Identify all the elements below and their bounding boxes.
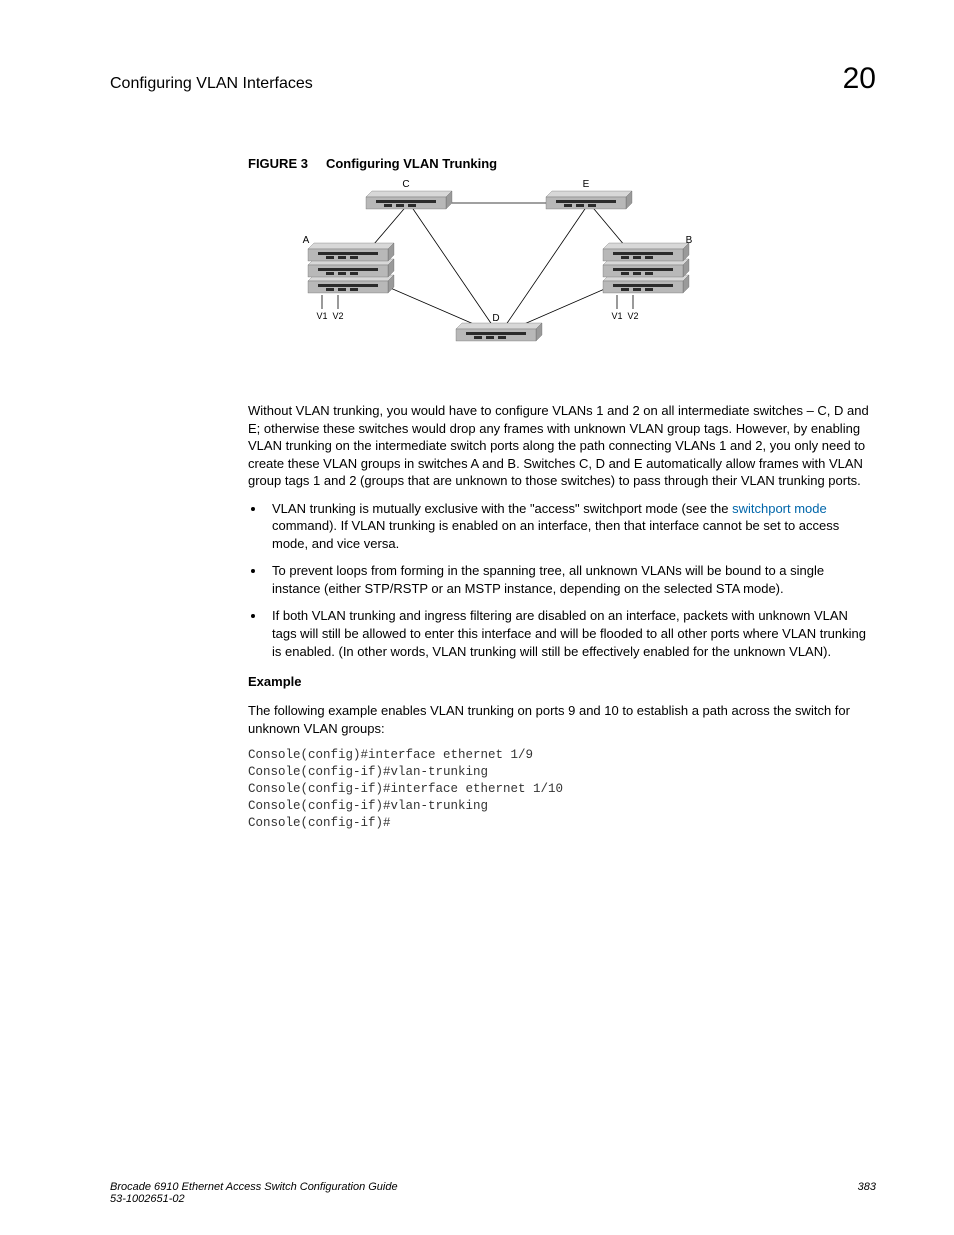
svg-text:A: A	[303, 235, 310, 246]
example-heading: Example	[248, 674, 876, 689]
switchport-mode-link[interactable]: switchport mode	[732, 501, 827, 516]
bullet-item: VLAN trunking is mutually exclusive with…	[266, 500, 876, 553]
bullet-item: If both VLAN trunking and ingress filter…	[266, 607, 876, 660]
svg-text:D: D	[492, 313, 499, 324]
svg-text:C: C	[402, 179, 409, 190]
chapter-number: 20	[843, 62, 876, 96]
svg-text:V2: V2	[332, 311, 343, 321]
figure-caption: FIGURE 3 Configuring VLAN Trunking	[248, 156, 876, 171]
bullet-text-post: command). If VLAN trunking is enabled on…	[272, 518, 839, 551]
svg-text:E: E	[583, 179, 590, 190]
footer-left: Brocade 6910 Ethernet Access Switch Conf…	[110, 1181, 398, 1205]
trunking-diagram: A B C D E V1 V2 V1 V2	[248, 179, 708, 384]
figure-title: Configuring VLAN Trunking	[326, 156, 497, 171]
footer-guide-title: Brocade 6910 Ethernet Access Switch Conf…	[110, 1181, 398, 1193]
intro-paragraph: Without VLAN trunking, you would have to…	[248, 402, 876, 490]
footer-doc-number: 53-1002651-02	[110, 1193, 398, 1205]
page-footer: Brocade 6910 Ethernet Access Switch Conf…	[110, 1181, 876, 1205]
figure-label: FIGURE 3	[248, 156, 308, 171]
svg-text:V2: V2	[627, 311, 638, 321]
bullet-item: To prevent loops from forming in the spa…	[266, 562, 876, 597]
svg-text:V1: V1	[611, 311, 622, 321]
svg-text:V1: V1	[316, 311, 327, 321]
page-number: 383	[858, 1181, 876, 1205]
example-code: Console(config)#interface ethernet 1/9 C…	[248, 747, 876, 831]
section-title: Configuring VLAN Interfaces	[110, 75, 313, 93]
svg-text:B: B	[686, 235, 693, 246]
page-header: Configuring VLAN Interfaces 20	[110, 62, 876, 96]
example-intro: The following example enables VLAN trunk…	[248, 702, 876, 737]
bullet-list: VLAN trunking is mutually exclusive with…	[248, 500, 876, 660]
bullet-text-pre: VLAN trunking is mutually exclusive with…	[272, 501, 732, 516]
